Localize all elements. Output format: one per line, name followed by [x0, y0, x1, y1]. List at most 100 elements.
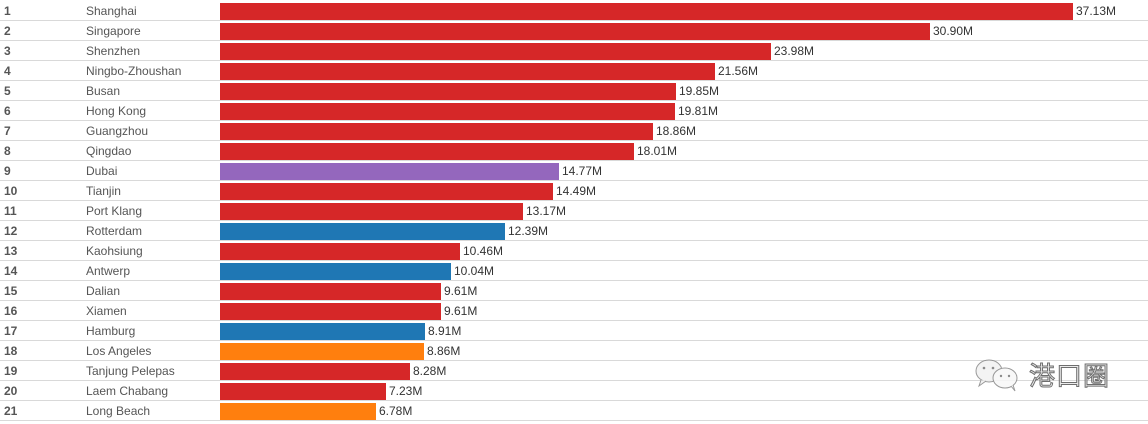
- rank-label: 13: [4, 244, 18, 258]
- bar: [220, 363, 410, 380]
- bar: [220, 403, 376, 420]
- value-label: 8.86M: [427, 344, 461, 358]
- table-row: 3 Shenzhen 23.98M: [0, 41, 1148, 61]
- port-name-label: Long Beach: [86, 404, 151, 418]
- table-row: 15 Dalian 9.61M: [0, 281, 1148, 301]
- value-label: 8.28M: [413, 364, 447, 378]
- bar: [220, 3, 1073, 20]
- port-name-label: Antwerp: [86, 264, 131, 278]
- value-label: 12.39M: [508, 224, 549, 238]
- bar: [220, 203, 523, 220]
- bar: [220, 123, 653, 140]
- value-label: 21.56M: [718, 64, 759, 78]
- rank-label: 6: [4, 104, 11, 118]
- value-label: 37.13M: [1076, 4, 1117, 18]
- bar: [220, 263, 451, 280]
- bar: [220, 343, 424, 360]
- wechat-icon: [975, 359, 1018, 391]
- value-label: 8.91M: [428, 324, 462, 338]
- rank-label: 16: [4, 304, 18, 318]
- value-label: 30.90M: [933, 24, 974, 38]
- table-row: 14 Antwerp 10.04M: [0, 261, 1148, 281]
- bar: [220, 283, 441, 300]
- port-name-label: Los Angeles: [86, 344, 152, 358]
- bar: [220, 103, 675, 120]
- rank-label: 1: [4, 4, 11, 18]
- bar: [220, 23, 930, 40]
- value-label: 23.98M: [774, 44, 815, 58]
- port-name-label: Rotterdam: [86, 224, 143, 238]
- table-row: 17 Hamburg 8.91M: [0, 321, 1148, 341]
- port-name-label: Laem Chabang: [86, 384, 169, 398]
- rank-label: 19: [4, 364, 18, 378]
- table-row: 16 Xiamen 9.61M: [0, 301, 1148, 321]
- value-label: 10.04M: [454, 264, 495, 278]
- bar: [220, 63, 715, 80]
- watermark-text: 港口圈: [1028, 362, 1111, 393]
- port-name-label: Dalian: [86, 284, 121, 298]
- rank-label: 10: [4, 184, 18, 198]
- rank-label: 18: [4, 344, 18, 358]
- rank-label: 3: [4, 44, 11, 58]
- rank-label: 7: [4, 124, 11, 138]
- table-row: 11 Port Klang 13.17M: [0, 201, 1148, 221]
- port-name-label: Guangzhou: [86, 124, 149, 138]
- rank-label: 12: [4, 224, 18, 238]
- table-row: 12 Rotterdam 12.39M: [0, 221, 1148, 241]
- bar: [220, 243, 460, 260]
- table-row: 20 Laem Chabang 7.23M: [0, 381, 1148, 401]
- table-row: 21 Long Beach 6.78M: [0, 401, 1148, 421]
- value-label: 14.49M: [556, 184, 597, 198]
- rank-label: 5: [4, 84, 11, 98]
- table-row: 4 Ningbo-Zhoushan 21.56M: [0, 61, 1148, 81]
- table-row: 2 Singapore 30.90M: [0, 21, 1148, 41]
- table-row: 19 Tanjung Pelepas 8.28M: [0, 361, 1148, 381]
- value-label: 13.17M: [526, 204, 567, 218]
- bar: [220, 383, 386, 400]
- bar: [220, 183, 553, 200]
- port-name-label: Busan: [86, 84, 121, 98]
- value-label: 9.61M: [444, 284, 478, 298]
- port-name-label: Dubai: [86, 164, 118, 178]
- value-label: 6.78M: [379, 404, 413, 418]
- port-name-label: Tianjin: [86, 184, 121, 198]
- port-name-label: Kaohsiung: [86, 244, 143, 258]
- port-name-label: Hong Kong: [86, 104, 147, 118]
- table-row: 7 Guangzhou 18.86M: [0, 121, 1148, 141]
- port-name-label: Port Klang: [86, 204, 143, 218]
- port-name-label: Tanjung Pelepas: [86, 364, 175, 378]
- bar: [220, 143, 634, 160]
- value-label: 7.23M: [389, 384, 423, 398]
- port-name-label: Ningbo-Zhoushan: [86, 64, 182, 78]
- table-row: 10 Tianjin 14.49M: [0, 181, 1148, 201]
- table-row: 9 Dubai 14.77M: [0, 161, 1148, 181]
- bar: [220, 223, 505, 240]
- table-row: 13 Kaohsiung 10.46M: [0, 241, 1148, 261]
- table-row: 5 Busan 19.85M: [0, 81, 1148, 101]
- watermark: 港口圈: [973, 356, 1110, 393]
- rank-label: 17: [4, 324, 18, 338]
- rank-label: 20: [4, 384, 18, 398]
- port-name-label: Shanghai: [86, 4, 137, 18]
- table-row: 8 Qingdao 18.01M: [0, 141, 1148, 161]
- value-label: 19.85M: [679, 84, 720, 98]
- value-label: 10.46M: [463, 244, 504, 258]
- rank-label: 8: [4, 144, 11, 158]
- port-name-label: Xiamen: [86, 304, 127, 318]
- value-label: 14.77M: [562, 164, 603, 178]
- table-row: 18 Los Angeles 8.86M: [0, 341, 1148, 361]
- rank-label: 9: [4, 164, 11, 178]
- port-name-label: Qingdao: [86, 144, 132, 158]
- value-label: 19.81M: [678, 104, 719, 118]
- port-name-label: Shenzhen: [86, 44, 141, 58]
- value-label: 18.01M: [637, 144, 678, 158]
- table-row: 6 Hong Kong 19.81M: [0, 101, 1148, 121]
- value-label: 18.86M: [656, 124, 697, 138]
- rank-label: 2: [4, 24, 11, 38]
- bar: [220, 303, 441, 320]
- rank-label: 11: [4, 204, 17, 218]
- port-name-label: Singapore: [86, 24, 141, 38]
- rank-label: 4: [4, 64, 11, 78]
- rank-label: 15: [4, 284, 18, 298]
